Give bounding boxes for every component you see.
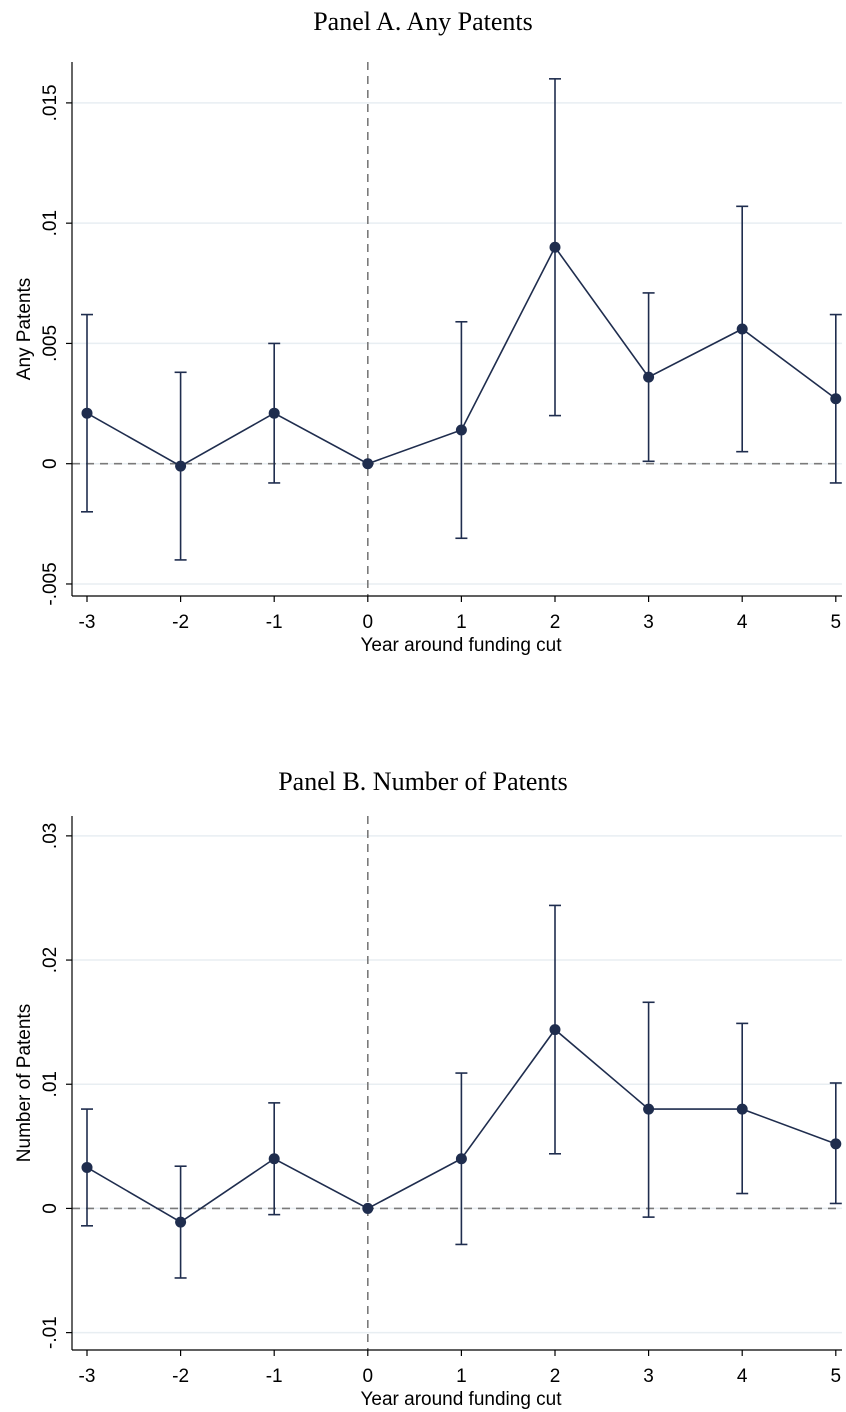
x-tick-label: -2 <box>172 612 189 633</box>
data-point <box>175 1216 187 1228</box>
y-tick-label: -.005 <box>40 562 61 605</box>
x-tick-label: 3 <box>643 612 654 633</box>
x-tick-label: 0 <box>363 1366 374 1387</box>
x-tick-label: 5 <box>831 612 842 633</box>
x-tick-label: -3 <box>79 1366 96 1387</box>
y-axis-label: Any Patents <box>14 278 35 380</box>
data-point <box>830 393 842 405</box>
data-point <box>643 1103 655 1115</box>
y-tick-label: -.01 <box>40 1316 61 1349</box>
x-tick-label: 2 <box>550 1366 561 1387</box>
data-point <box>362 458 374 470</box>
x-tick-label: 0 <box>363 612 374 633</box>
data-point <box>362 1202 374 1214</box>
y-tick-label: .005 <box>40 325 61 362</box>
chart-title: Panel B. Number of Patents <box>278 767 568 796</box>
data-point <box>643 371 655 383</box>
x-tick-label: 2 <box>550 612 561 633</box>
x-tick-label: 4 <box>737 612 748 633</box>
x-tick-label: -3 <box>79 612 96 633</box>
x-tick-label: 1 <box>456 1366 467 1387</box>
data-point <box>455 424 467 436</box>
x-axis-label: Year around funding cut <box>360 635 562 656</box>
y-tick-label: 0 <box>40 1203 61 1214</box>
data-point <box>268 1153 280 1165</box>
x-tick-label: -1 <box>266 1366 283 1387</box>
panel-a-any-patents: Panel A. Any Patents -.005 0 .005 .01 .015 -3 -… <box>0 0 846 700</box>
data-point <box>736 323 748 335</box>
y-tick-label: .015 <box>40 84 61 121</box>
data-point <box>830 1138 842 1150</box>
y-tick-label: .02 <box>40 947 61 973</box>
x-tick-label: 5 <box>831 1366 842 1387</box>
x-tick-label: -1 <box>266 612 283 633</box>
x-tick-label: 4 <box>737 1366 748 1387</box>
chart-panel-b: Panel B. Number of Patents -.01 0 .01 .02 .03… <box>14 767 842 1410</box>
data-point <box>175 460 187 472</box>
chart-title: Panel A. Any Patents <box>313 7 533 36</box>
y-axis-label: Number of Patents <box>14 1004 35 1162</box>
x-axis-label: Year around funding cut <box>360 1389 562 1410</box>
data-point <box>81 407 93 419</box>
data-point <box>549 241 561 253</box>
data-point <box>81 1161 93 1173</box>
data-point <box>549 1024 561 1036</box>
y-tick-label: .01 <box>40 210 61 236</box>
y-tick-label: .01 <box>40 1071 61 1097</box>
x-tick-label: 1 <box>456 612 467 633</box>
x-tick-label: 3 <box>643 1366 654 1387</box>
y-tick-label: .03 <box>40 823 61 849</box>
data-point <box>268 407 280 419</box>
x-tick-label: -2 <box>172 1366 189 1387</box>
data-point <box>455 1153 467 1165</box>
y-tick-label: 0 <box>40 458 61 469</box>
panel-b-number-of-patents: Panel B. Number of Patents -.01 0 .01 .02 .03… <box>0 700 846 1412</box>
chart-panel-a: Panel A. Any Patents -.005 0 .005 .01 .015 -3 -… <box>14 7 842 656</box>
data-point <box>736 1103 748 1115</box>
